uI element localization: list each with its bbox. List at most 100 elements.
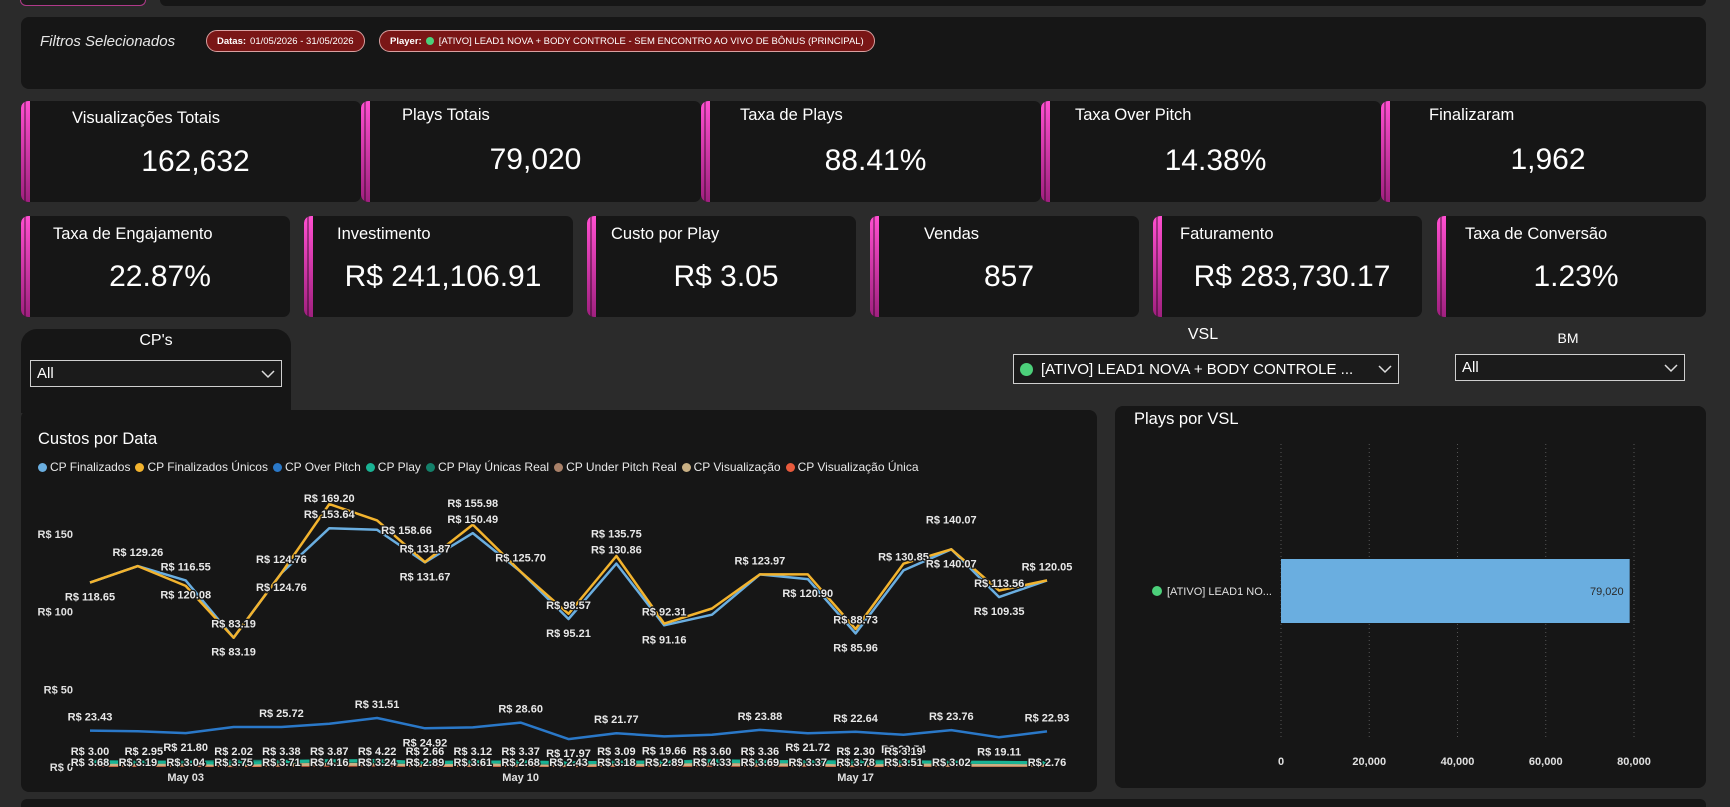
bm-slicer-title: BM <box>1557 330 1579 346</box>
date-filter-value: 01/05/2026 - 31/05/2026 <box>250 35 354 47</box>
series-line <box>89 716 1048 741</box>
kpi-accent-bar <box>21 101 30 202</box>
data-label: R$ 2.68 <box>501 757 540 769</box>
data-label: R$ 153.64 <box>304 509 356 521</box>
data-label: R$ 3.60 <box>693 746 732 758</box>
kpi-title: Visualizações Totais <box>72 109 220 127</box>
legend-item[interactable]: CP Visualização <box>681 460 781 474</box>
data-label: R$ 3.75 <box>214 757 253 769</box>
data-label: R$ 3.24 <box>358 757 397 769</box>
data-label: R$ 4.22 <box>358 746 397 758</box>
data-label: R$ 3.36 <box>741 746 780 758</box>
data-label: R$ 91.16 <box>642 634 687 646</box>
data-label: R$ 124.76 <box>256 554 307 566</box>
data-label: R$ 31.51 <box>355 699 400 711</box>
data-label: R$ 120.08 <box>160 589 211 601</box>
data-label: R$ 2.89 <box>645 757 684 769</box>
kpi-value: 14.38% <box>1164 144 1267 177</box>
data-label: R$ 3.37 <box>501 746 540 758</box>
data-label: R$ 17.97 <box>546 748 591 760</box>
data-label: R$ 131.67 <box>400 571 451 583</box>
data-label: R$ 85.96 <box>833 642 878 654</box>
legend-item[interactable]: CP Play <box>365 460 421 474</box>
kpi-card-taxa-engajamento: Taxa de Engajamento 22.87% <box>21 216 290 317</box>
x-tick-label: May 03 <box>167 772 204 784</box>
x-tick-label: 40,000 <box>1441 756 1475 768</box>
kpi-value: R$ 3.05 <box>673 260 779 293</box>
data-label: R$ 24.92 <box>403 737 448 749</box>
data-label: R$ 120.05 <box>1022 561 1073 573</box>
data-label: R$ 140.07 <box>926 514 977 526</box>
line-chart: R$ 0 R$ 50 R$ 100 R$ 150 May 03 May 10 May 17 R… <box>38 492 1074 784</box>
kpi-card-vendas: Vendas 857 <box>870 216 1139 317</box>
data-label: R$ 92.31 <box>642 606 687 618</box>
kpi-accent-bar <box>1153 216 1162 317</box>
legend-swatch <box>365 462 375 472</box>
legend-swatch <box>38 462 47 472</box>
data-label: R$ 135.75 <box>591 529 642 541</box>
legend-item[interactable]: CP Finalizados <box>38 460 130 474</box>
data-label: R$ 23.76 <box>929 711 974 723</box>
data-label: R$ 130.86 <box>591 545 642 557</box>
vsl-slicer-title: VSL <box>1187 326 1219 343</box>
kpi-value: 79,020 <box>489 143 582 176</box>
data-label: R$ 158.66 <box>381 525 432 537</box>
vsl-dropdown[interactable]: [ATIVO] LEAD1 NOVA + BODY CONTROLE ... <box>1013 354 1399 384</box>
data-label: R$ 2.89 <box>406 757 445 769</box>
legend-item[interactable]: CP Visualização Única <box>785 460 919 474</box>
kpi-card-taxa-conversao: Taxa de Conversão 1.23% <box>1437 216 1706 317</box>
data-label: R$ 3.87 <box>310 746 349 758</box>
series-line <box>89 758 1048 766</box>
bm-dropdown[interactable]: All <box>1455 354 1685 381</box>
kpi-accent-bar <box>21 216 30 317</box>
top-nav-button[interactable] <box>20 0 146 6</box>
bar-chart: 0 20,000 40,000 60,000 80,000 79,020 [ATIVO] L… <box>1152 444 1651 768</box>
cps-dropdown[interactable]: All <box>30 360 282 387</box>
data-label: R$ 3.09 <box>597 746 636 758</box>
kpi-title: Finalizaram <box>1429 106 1515 124</box>
data-label: R$ 2.95 <box>125 746 164 758</box>
legend-swatch <box>425 462 435 472</box>
kpi-accent-bar <box>1437 216 1446 317</box>
top-header-strip <box>160 0 1706 6</box>
data-label: R$ 2.02 <box>214 746 253 758</box>
selected-filters-panel: Filtros Selecionados Datas: 01/05/2026 -… <box>21 17 1706 89</box>
data-label: R$ 3.37 <box>788 757 827 769</box>
data-label: R$ 4.33 <box>693 757 732 769</box>
data-label: R$ 3.19 <box>119 757 158 769</box>
status-dot-icon <box>1020 362 1033 376</box>
data-label: R$ 3.78 <box>836 757 875 769</box>
kpi-title: Taxa Over Pitch <box>1075 106 1192 124</box>
kpi-value: 88.41% <box>824 144 927 177</box>
data-label: R$ 125.70 <box>495 553 546 565</box>
cps-dropdown-value: All <box>37 365 54 382</box>
date-filter-pill[interactable]: Datas: 01/05/2026 - 31/05/2026 <box>206 30 365 52</box>
data-label: R$ 3.12 <box>454 746 493 758</box>
legend-label: CP Play Únicas Real <box>437 460 550 474</box>
legend-item[interactable]: CP Under Pitch Real <box>554 460 677 474</box>
bm-dropdown-value: All <box>1462 359 1479 376</box>
data-label: R$ 4.16 <box>310 757 349 769</box>
legend-swatch <box>785 462 795 472</box>
data-label: R$ 19.66 <box>642 745 687 757</box>
legend-item[interactable]: CP Finalizados Únicos <box>135 460 268 474</box>
data-label: R$ 129.26 <box>112 547 163 559</box>
kpi-card-finalizaram: Finalizaram 1,962 <box>1381 101 1706 202</box>
data-label: R$ 155.98 <box>447 498 498 510</box>
legend-item[interactable]: CP Over Pitch <box>272 460 361 474</box>
x-tick-label: 60,000 <box>1529 756 1563 768</box>
data-label: R$ 23.43 <box>68 712 113 724</box>
player-filter-pill[interactable]: Player: [ATIVO] LEAD1 NOVA + BODY CONTRO… <box>379 30 875 52</box>
data-label: R$ 20.74 <box>881 744 927 756</box>
legend-item[interactable]: CP Play Únicas Real <box>425 460 550 474</box>
kpi-value: R$ 241,106.91 <box>344 260 542 293</box>
data-label: R$ 3.38 <box>262 746 301 758</box>
cps-slicer-title: CP's <box>139 332 173 349</box>
legend-label: CP Over Pitch <box>284 460 361 474</box>
chevron-down-icon <box>1378 365 1392 374</box>
data-label: R$ 2.66 <box>406 746 445 758</box>
kpi-title: Plays Totais <box>402 106 490 124</box>
data-label: R$ 98.57 <box>546 600 591 612</box>
data-label: R$ 2.43 <box>549 757 588 769</box>
plays-por-vsl-panel: Plays por VSL 0 20,000 40,000 60,000 80,000 7… <box>1115 406 1706 788</box>
